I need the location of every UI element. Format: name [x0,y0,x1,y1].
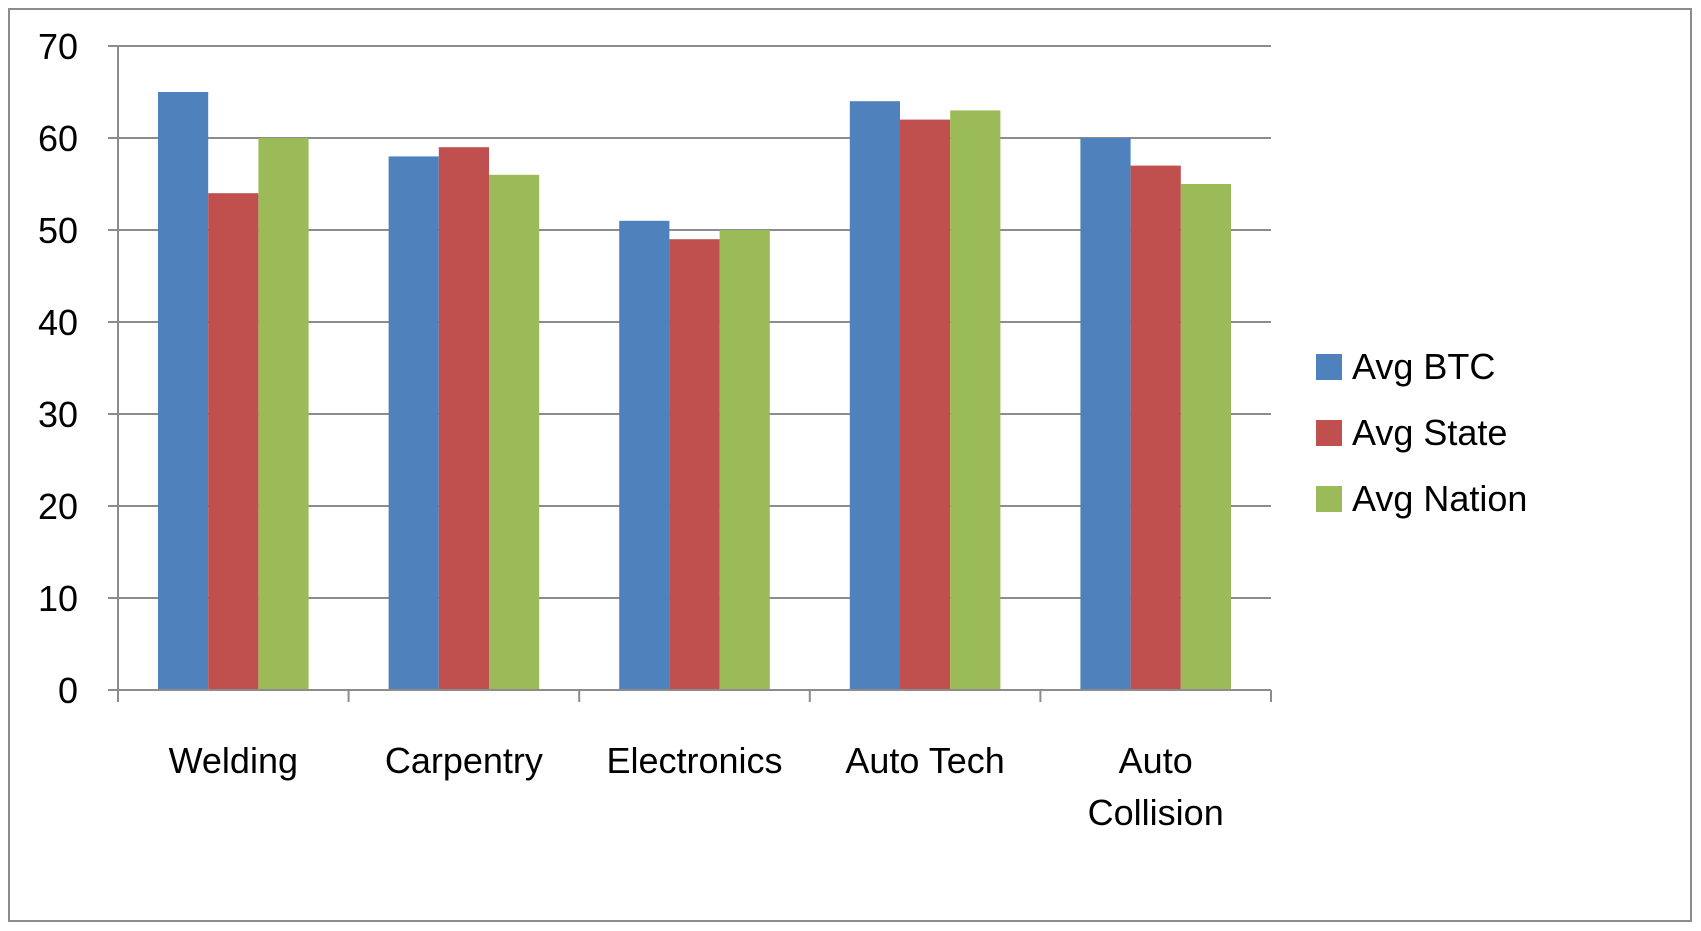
bar [619,220,670,691]
bar [900,119,951,691]
y-tick-label: 0 [58,670,78,711]
x-tick-label: Electronics [606,740,782,781]
bar [1130,165,1181,691]
bar [388,156,439,690]
bar [950,110,1001,690]
bar [158,92,209,690]
bar [489,174,540,691]
legend-label: Avg Nation [1352,478,1527,519]
bar [1080,138,1131,690]
legend-label: Avg State [1352,412,1507,453]
y-tick-label: 10 [38,578,78,619]
legend-label: Avg BTC [1352,346,1495,387]
y-tick-label: 70 [38,26,78,67]
x-tick-label-line: Auto [1119,740,1193,781]
legend: Avg BTC Avg State Avg Nation [1316,346,1527,519]
bar [719,230,770,690]
bar [438,147,489,690]
x-tick-label: Welding [169,740,298,781]
x-tick-label-line: Collision [1088,792,1224,833]
bar [208,193,259,690]
y-tick-label: 40 [38,302,78,343]
legend-swatch [1316,486,1342,512]
y-tick-label: 20 [38,486,78,527]
x-tick-label: Auto Tech [845,740,1004,781]
x-tick-label: Auto Collision [1088,740,1224,833]
bar [669,239,720,690]
y-tick-label: 60 [38,118,78,159]
axes [108,45,1272,702]
x-tick-label-line: Auto Tech [845,740,1004,781]
bar-chart: 0 10 20 30 40 50 60 70 Welding Carpentry Electron… [38,26,1528,833]
bars [158,92,1231,691]
bar [849,101,900,690]
bar [1180,184,1231,690]
x-tick-label-line: Welding [169,740,298,781]
legend-swatch [1316,420,1342,446]
y-tick-label: 30 [38,394,78,435]
x-tick-labels: Welding Carpentry Electronics Auto Tech Auto… [169,740,1224,833]
y-tick-label: 50 [38,210,78,251]
x-tick-label-line: Electronics [606,740,782,781]
bar [258,138,309,690]
chart-frame: 0 10 20 30 40 50 60 70 Welding Carpentry Electron… [8,8,1692,922]
x-tick-label: Carpentry [385,740,543,781]
y-tick-labels: 0 10 20 30 40 50 60 70 [38,26,78,711]
x-tick-label-line: Carpentry [385,740,543,781]
legend-swatch [1316,354,1342,380]
